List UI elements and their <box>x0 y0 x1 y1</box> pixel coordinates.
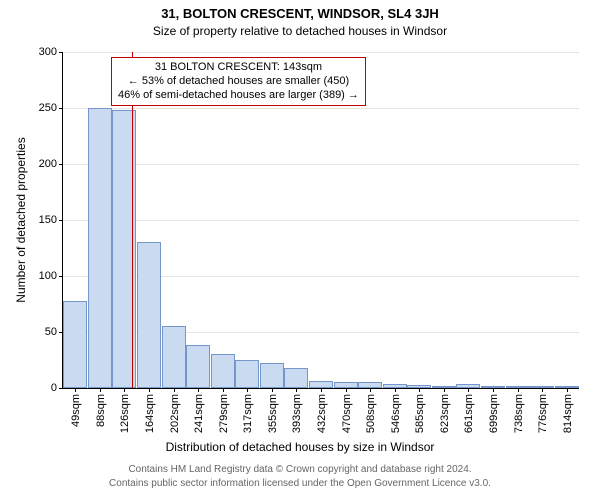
xtick-label: 814sqm <box>560 394 574 433</box>
xtick-mark <box>272 388 273 392</box>
xtick-label: 164sqm <box>142 394 156 433</box>
xtick-label: 546sqm <box>388 394 402 433</box>
xtick-label: 126sqm <box>117 394 131 433</box>
histogram-bar <box>284 368 308 388</box>
histogram-bar <box>162 326 186 388</box>
ytick-label: 250 <box>39 102 63 114</box>
gridline <box>63 164 579 165</box>
xtick-mark <box>444 388 445 392</box>
ytick-label: 100 <box>39 270 63 282</box>
annotation-line: 31 BOLTON CRESCENT: 143sqm <box>118 61 359 75</box>
histogram-bar <box>235 360 259 388</box>
xtick-label: 508sqm <box>363 394 377 433</box>
xtick-label: 355sqm <box>265 394 279 433</box>
xtick-label: 432sqm <box>314 394 328 433</box>
xtick-label: 49sqm <box>68 394 82 427</box>
xtick-mark <box>518 388 519 392</box>
histogram-bar <box>63 301 87 388</box>
xtick-mark <box>296 388 297 392</box>
xtick-label: 623sqm <box>437 394 451 433</box>
xtick-mark <box>346 388 347 392</box>
ytick-label: 50 <box>45 326 63 338</box>
xtick-label: 776sqm <box>535 394 549 433</box>
xtick-label: 88sqm <box>93 394 107 427</box>
ytick-label: 300 <box>39 46 63 58</box>
histogram-bar <box>309 381 333 388</box>
plot-area: 05010015020025030049sqm88sqm126sqm164sqm… <box>62 52 579 389</box>
xtick-mark <box>100 388 101 392</box>
annotation-line: 46% of semi-detached houses are larger (… <box>118 89 359 103</box>
xtick-mark <box>493 388 494 392</box>
histogram-bar <box>88 108 112 388</box>
xtick-mark <box>370 388 371 392</box>
xtick-label: 317sqm <box>240 394 254 433</box>
xtick-mark <box>223 388 224 392</box>
ytick-label: 150 <box>39 214 63 226</box>
ytick-label: 200 <box>39 158 63 170</box>
annotation-line: ← 53% of detached houses are smaller (45… <box>118 75 359 89</box>
xtick-label: 738sqm <box>511 394 525 433</box>
histogram-bar <box>186 345 210 388</box>
x-axis-caption: Distribution of detached houses by size … <box>0 440 600 454</box>
xtick-mark <box>174 388 175 392</box>
chart-title-sub: Size of property relative to detached ho… <box>0 24 600 38</box>
gridline <box>63 108 579 109</box>
xtick-mark <box>468 388 469 392</box>
ytick-label: 0 <box>51 382 63 394</box>
footer-line-2: Contains public sector information licen… <box>0 478 600 489</box>
xtick-mark <box>321 388 322 392</box>
xtick-mark <box>542 388 543 392</box>
xtick-label: 241sqm <box>191 394 205 433</box>
xtick-mark <box>198 388 199 392</box>
xtick-label: 202sqm <box>167 394 181 433</box>
xtick-mark <box>419 388 420 392</box>
xtick-label: 279sqm <box>216 394 230 433</box>
xtick-mark <box>395 388 396 392</box>
annotation-box: 31 BOLTON CRESCENT: 143sqm← 53% of detac… <box>111 57 366 106</box>
xtick-mark <box>567 388 568 392</box>
gridline <box>63 52 579 53</box>
xtick-mark <box>75 388 76 392</box>
xtick-label: 470sqm <box>339 394 353 433</box>
y-axis-label: Number of detached properties <box>14 52 28 388</box>
gridline <box>63 220 579 221</box>
chart-title-main: 31, BOLTON CRESCENT, WINDSOR, SL4 3JH <box>0 6 600 21</box>
histogram-bar <box>137 242 161 388</box>
xtick-label: 393sqm <box>289 394 303 433</box>
histogram-bar <box>260 363 284 388</box>
histogram-bar <box>211 354 235 388</box>
xtick-mark <box>124 388 125 392</box>
xtick-mark <box>247 388 248 392</box>
xtick-mark <box>149 388 150 392</box>
xtick-label: 699sqm <box>486 394 500 433</box>
xtick-label: 585sqm <box>412 394 426 433</box>
xtick-label: 661sqm <box>461 394 475 433</box>
footer-line-1: Contains HM Land Registry data © Crown c… <box>0 464 600 475</box>
